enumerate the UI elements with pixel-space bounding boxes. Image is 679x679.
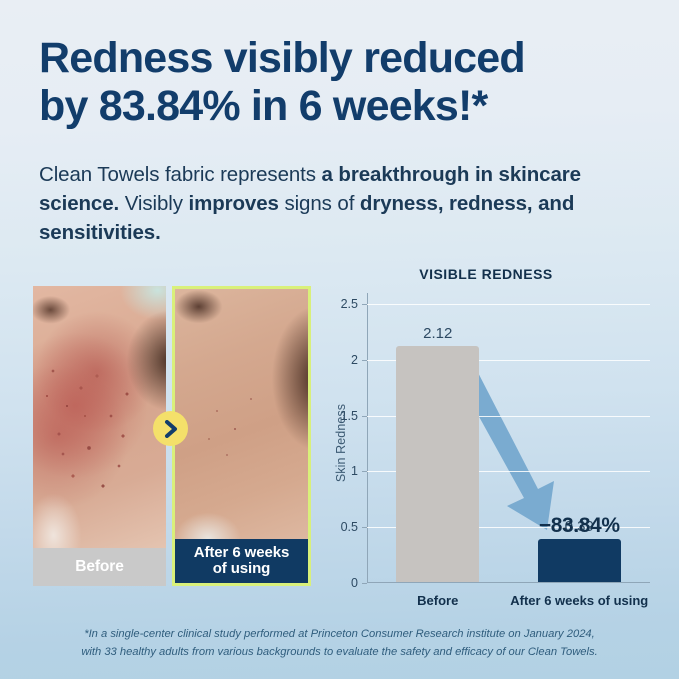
chart-bar: [537, 538, 621, 582]
chevron-right-icon: [153, 411, 188, 446]
chart-x-tick-label: Before: [417, 593, 459, 608]
chart-y-tick: [362, 415, 367, 417]
subcopy-bold-1: a breakthrough in skincare science.: [39, 163, 581, 216]
chart-y-tick-label: 1: [351, 464, 358, 479]
chart-gridline: [367, 359, 650, 361]
chart-bar: [396, 345, 480, 582]
chart-x-tick-label: After 6 weeks of using: [510, 593, 649, 608]
subcopy-bold-2: improves: [188, 192, 279, 216]
chart-y-tick-label: 2: [351, 352, 358, 367]
chart-y-tick: [362, 359, 367, 361]
chart-y-tick: [362, 304, 367, 306]
chart-gridline: [367, 304, 650, 306]
subcopy-text-3: signs of: [278, 192, 360, 216]
headline-line-1: Redness visibly reduced: [39, 34, 526, 82]
chart-x-axis-line: [367, 582, 650, 583]
before-caption-label: Before: [33, 548, 166, 586]
chart-gridline: [367, 415, 650, 417]
after-caption-label: After 6 weeks of using: [175, 539, 308, 583]
before-photo-image: [33, 286, 166, 548]
subcopy-text-2: Visibly: [119, 192, 189, 216]
before-skin-texture: [33, 286, 166, 548]
footnote-line-2: with 33 healthy adults from various back…: [81, 645, 598, 658]
footnote-disclaimer: *In a single-center clinical study perfo…: [60, 626, 619, 661]
visible-redness-chart: VISIBLE REDNESS Skin Redness 0 0.5 1 1.5 2 2.…: [322, 266, 658, 614]
subcopy-paragraph: Clean Towels fabric represents a breakth…: [39, 160, 584, 247]
before-photo-panel: Before: [33, 286, 166, 586]
chart-title: VISIBLE REDNESS: [419, 266, 553, 282]
chart-y-axis-line: [367, 293, 368, 583]
after-skin-texture: [175, 289, 308, 545]
subcopy-bold-3: dryness, redness, and sensitivities.: [39, 192, 575, 245]
chart-plot-area: 0 0.5 1 1.5 2 2.5 2.12 Before 0.39 After 6 weeks …: [341, 293, 650, 608]
after-caption-line-1: After 6 weeks: [193, 544, 290, 562]
chart-y-tick-label: 0.5: [340, 520, 358, 535]
subcopy-text-1: Clean Towels fabric represents: [39, 163, 322, 186]
after-caption-line-2: of using: [212, 560, 271, 577]
chart-bar-value-label: 2.12: [423, 324, 453, 342]
chart-y-tick-label: 1.5: [340, 408, 358, 423]
chart-y-tick: [362, 527, 367, 529]
chart-gridline: [367, 471, 650, 473]
chart-bar-value-label: 0.39: [564, 517, 594, 535]
after-photo-image: [175, 289, 308, 545]
chart-y-tick: [362, 471, 367, 473]
chart-gridline: [367, 527, 650, 529]
chart-reduction-annotation: −83.84%: [538, 513, 620, 537]
footnote-line-1: *In a single-center clinical study perfo…: [84, 628, 595, 641]
page-title: Redness visibly reduced by 83.84% in 6 w…: [39, 34, 649, 130]
before-after-comparison: Before After 6 weeks of using: [33, 286, 321, 586]
chart-y-tick: [362, 583, 367, 584]
after-photo-panel: After 6 weeks of using: [172, 286, 311, 586]
chart-y-tick-label: 0: [351, 576, 358, 590]
chart-y-axis-label: Skin Redness: [334, 403, 348, 483]
chart-y-tick-label: 2.5: [340, 297, 358, 312]
headline-line-2: by 83.84% in 6 weeks!*: [39, 82, 488, 131]
